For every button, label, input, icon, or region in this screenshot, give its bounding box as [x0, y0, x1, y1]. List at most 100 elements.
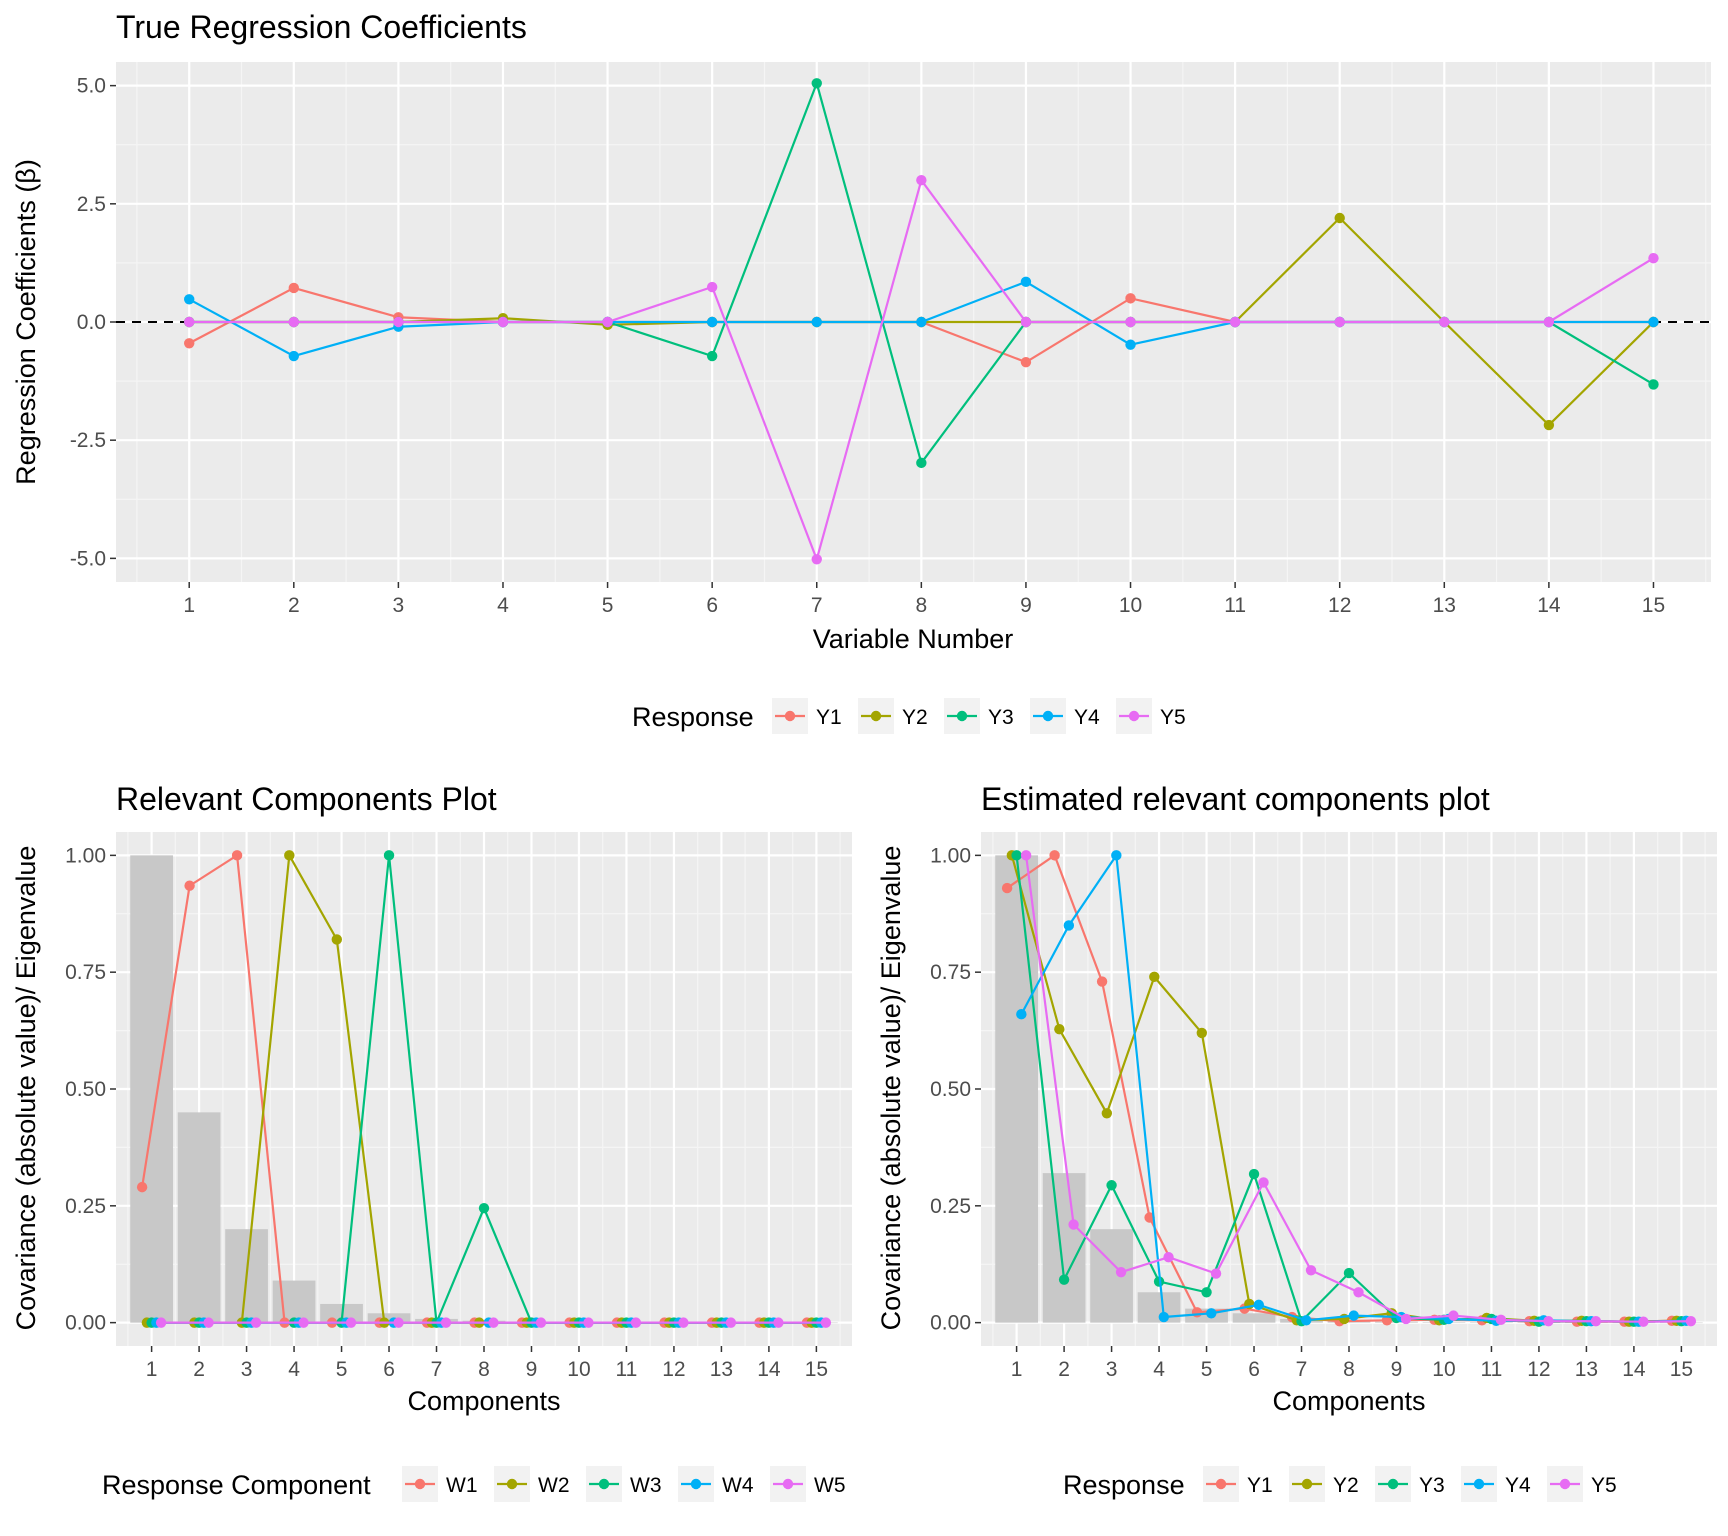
legend-label-Y5: Y5 [1160, 706, 1186, 729]
legend-label-Y3: Y3 [1419, 1474, 1445, 1497]
x-tick-label: 6 [1248, 1358, 1260, 1381]
chart-title: True Regression Coefficients [116, 9, 527, 45]
eigenvalue-bar [367, 1313, 411, 1323]
data-point-Y3 [1648, 379, 1659, 390]
data-point-W1 [136, 1181, 148, 1193]
y-tick-label: 0.50 [65, 1078, 106, 1101]
legend-key-point [1559, 1478, 1571, 1490]
x-tick-label: 10 [1119, 594, 1142, 617]
y-tick-label: -5.0 [70, 547, 106, 570]
data-point-Y3 [1248, 1168, 1260, 1180]
chart-title: Relevant Components Plot [116, 781, 497, 817]
data-point-Y5 [1400, 1313, 1412, 1325]
data-point-Y5 [184, 316, 195, 328]
x-tick-label: 4 [497, 594, 509, 617]
y-tick-label: -2.5 [70, 429, 106, 452]
x-tick-label: 12 [1527, 1358, 1550, 1381]
data-point-Y5 [1638, 1316, 1649, 1327]
x-tick-label: 3 [1106, 1358, 1118, 1381]
x-tick-label: 7 [811, 594, 823, 617]
legend-label-Y2: Y2 [1333, 1474, 1359, 1497]
data-point-Y2 [1196, 1027, 1208, 1039]
data-point-W5 [535, 1317, 547, 1328]
x-tick-label: 12 [662, 1358, 685, 1381]
legend-key-point [1473, 1478, 1485, 1490]
data-point-Y4 [1020, 276, 1032, 288]
data-point-Y5 [706, 281, 718, 293]
y-tick-label: 5.0 [77, 75, 106, 98]
data-point-W5 [583, 1317, 594, 1328]
x-tick-label: 6 [383, 1358, 395, 1381]
x-tick-label: 5 [602, 594, 614, 617]
x-tick-label: 14 [1537, 594, 1561, 617]
data-point-Y5 [1068, 1219, 1079, 1230]
data-point-Y4 [706, 316, 718, 328]
legend-key-point [1128, 710, 1140, 722]
x-tick-label: 11 [1224, 594, 1246, 617]
data-point-Y5 [1448, 1310, 1459, 1321]
y-tick-label: 0.25 [930, 1195, 971, 1218]
legend-title: Response [1063, 1470, 1185, 1500]
data-point-W2 [331, 934, 342, 945]
x-tick-label: 5 [1201, 1358, 1213, 1381]
legend-label-W4: W4 [722, 1474, 754, 1497]
data-point-Y3 [1201, 1287, 1212, 1298]
data-point-Y4 [811, 316, 822, 328]
x-tick-label: 1 [1011, 1358, 1023, 1381]
x-tick-label: 6 [706, 594, 718, 617]
x-tick-label: 1 [183, 594, 195, 617]
data-point-Y5 [497, 316, 509, 328]
data-point-Y1 [184, 338, 195, 349]
x-tick-label: 15 [1670, 1358, 1693, 1381]
legend-label-Y1: Y1 [1247, 1474, 1273, 1497]
x-axis-label: Variable Number [813, 624, 1014, 654]
data-point-Y5 [1543, 316, 1555, 328]
data-point-Y1 [1020, 356, 1032, 368]
data-point-Y2 [1101, 1108, 1113, 1119]
data-point-Y1 [1049, 850, 1060, 861]
data-point-Y4 [1016, 1009, 1027, 1020]
data-point-W5 [773, 1317, 784, 1328]
x-tick-label: 2 [193, 1358, 205, 1381]
data-point-Y5 [1590, 1316, 1602, 1327]
x-tick-label: 2 [288, 594, 300, 617]
y-tick-label: 0.0 [77, 311, 106, 334]
y-tick-label: 1.00 [930, 844, 971, 867]
data-point-W5 [345, 1317, 357, 1328]
data-point-W1 [231, 850, 243, 861]
data-point-Y4 [1253, 1299, 1264, 1311]
y-tick-label: 0.50 [930, 1078, 971, 1101]
x-axis-label: Components [407, 1386, 560, 1416]
x-tick-label: 10 [567, 1358, 590, 1381]
data-point-Y1 [1191, 1307, 1203, 1318]
legend-label-Y5: Y5 [1591, 1474, 1617, 1497]
x-tick-label: 8 [478, 1358, 490, 1381]
legend-label-Y4: Y4 [1074, 706, 1100, 729]
data-point-Y3 [1343, 1267, 1355, 1279]
legend-key-point [1215, 1478, 1227, 1490]
data-point-Y1 [288, 282, 300, 294]
data-point-Y5 [1020, 316, 1032, 328]
data-point-Y2 [1054, 1023, 1065, 1035]
legend: Response Component W1 W2 W3 W4 W5 [102, 1466, 846, 1502]
data-point-Y5 [1648, 252, 1659, 264]
legend-label-Y1: Y1 [816, 706, 842, 729]
data-point-Y3 [811, 78, 822, 89]
legend-label-W3: W3 [630, 1474, 662, 1497]
y-tick-label: 0.00 [65, 1312, 106, 1335]
data-point-W5 [820, 1317, 832, 1328]
data-point-Y5 [1439, 316, 1450, 328]
data-point-Y1 [1096, 976, 1108, 987]
data-point-W5 [488, 1317, 499, 1328]
data-point-Y5 [1210, 1268, 1222, 1279]
eigenvalue-bar [995, 855, 1038, 1323]
data-point-W5 [298, 1317, 309, 1328]
data-point-Y2 [1543, 419, 1555, 431]
x-axis-label: Components [1272, 1386, 1425, 1416]
data-point-Y5 [811, 554, 822, 565]
data-point-Y4 [916, 316, 927, 328]
eigenvalue-bar [177, 1112, 221, 1323]
data-point-Y5 [1495, 1314, 1507, 1326]
x-tick-label: 14 [757, 1358, 781, 1381]
